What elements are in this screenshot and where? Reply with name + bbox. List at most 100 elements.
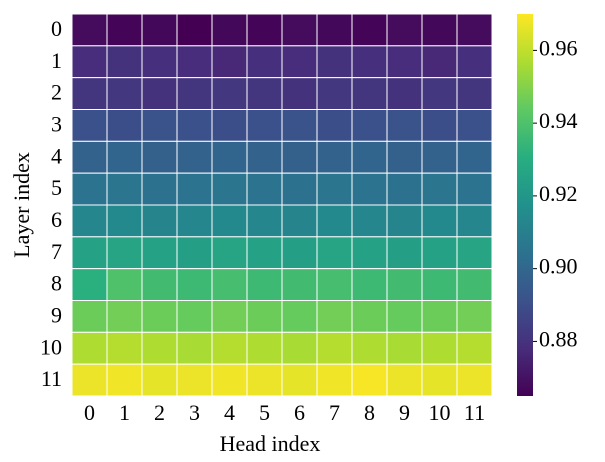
heatmap-cell xyxy=(246,236,283,270)
heatmap-cell xyxy=(456,268,493,301)
colorbar-tick-label: 0.92 xyxy=(539,181,578,206)
heatmap-cell xyxy=(281,300,318,333)
heatmap-cell xyxy=(386,268,423,301)
heatmap-cell xyxy=(421,236,458,270)
y-tick-label: 0 xyxy=(51,16,62,41)
heatmap-cell xyxy=(246,45,283,79)
heatmap-cell xyxy=(351,13,388,47)
heatmap-cell xyxy=(281,172,318,206)
heatmap-cell xyxy=(316,236,353,270)
x-tick-label: 6 xyxy=(294,400,305,425)
y-tick-label: 6 xyxy=(51,207,62,232)
heatmap-cell xyxy=(421,268,458,301)
y-tick-label: 9 xyxy=(51,302,62,327)
heatmap-cell xyxy=(141,45,178,79)
heatmap-cell xyxy=(246,204,283,238)
heatmap-cell xyxy=(456,204,493,238)
colorbar-tick-label: 0.94 xyxy=(539,108,578,133)
x-tick-label: 1 xyxy=(119,400,130,425)
heatmap-cell xyxy=(386,140,423,174)
heatmap-cell xyxy=(141,77,178,110)
heatmap-cell xyxy=(456,300,493,333)
heatmap-cell xyxy=(281,236,318,270)
heatmap-cell xyxy=(211,268,248,301)
heatmap-cell xyxy=(141,236,178,270)
heatmap-cell xyxy=(71,13,108,47)
x-tick-label: 5 xyxy=(259,400,270,425)
heatmap-cell xyxy=(316,45,353,79)
heatmap-cell xyxy=(351,204,388,238)
heatmap-cell xyxy=(421,140,458,174)
heatmap-cell xyxy=(141,363,178,397)
heatmap-cell xyxy=(71,45,108,79)
heatmap-cell xyxy=(421,204,458,238)
x-tick-label: 8 xyxy=(364,400,375,425)
heatmap-cell xyxy=(176,172,213,206)
heatmap-cell xyxy=(386,13,423,47)
heatmap-cell xyxy=(351,300,388,333)
heatmap-cell xyxy=(316,204,353,238)
heatmap-cell xyxy=(456,140,493,174)
heatmap-cell xyxy=(386,109,423,142)
y-tick-label: 2 xyxy=(51,80,62,105)
heatmap-cell xyxy=(246,300,283,333)
heatmap-cell xyxy=(421,331,458,365)
x-axis-label: Head index xyxy=(220,431,321,456)
heatmap-cell xyxy=(211,331,248,365)
heatmap-cell xyxy=(456,172,493,206)
heatmap-cell xyxy=(456,363,493,397)
heatmap-cell xyxy=(281,204,318,238)
heatmap-cell xyxy=(316,363,353,397)
heatmap-cell xyxy=(281,77,318,110)
heatmap-cell xyxy=(141,204,178,238)
heatmap-cell xyxy=(106,109,143,142)
heatmap-cell xyxy=(176,204,213,238)
heatmap-cell xyxy=(246,109,283,142)
heatmap-cell xyxy=(281,109,318,142)
colorbar-tick-label: 0.88 xyxy=(539,326,578,351)
heatmap-cell xyxy=(456,109,493,142)
heatmap-cell xyxy=(141,300,178,333)
colorbar xyxy=(517,14,533,396)
heatmap-cell xyxy=(106,236,143,270)
heatmap-cell xyxy=(106,204,143,238)
heatmap-cell xyxy=(106,45,143,79)
heatmap-cell xyxy=(71,236,108,270)
heatmap-cell xyxy=(211,13,248,47)
heatmap-cell xyxy=(316,172,353,206)
heatmap-cell xyxy=(246,172,283,206)
heatmap-cell xyxy=(71,363,108,397)
heatmap-cell xyxy=(176,268,213,301)
colorbar-tick-label: 0.96 xyxy=(539,35,578,60)
heatmap-cell xyxy=(386,172,423,206)
x-tick-label: 9 xyxy=(399,400,410,425)
heatmap-cell xyxy=(421,172,458,206)
x-tick-label: 2 xyxy=(154,400,165,425)
heatmap-cell xyxy=(176,300,213,333)
heatmap-cell xyxy=(141,140,178,174)
heatmap-cell xyxy=(106,268,143,301)
heatmap-cell xyxy=(106,172,143,206)
heatmap-cell xyxy=(211,204,248,238)
heatmap-cell xyxy=(141,109,178,142)
heatmap-cell xyxy=(211,45,248,79)
heatmap-cell xyxy=(351,363,388,397)
heatmap-cell xyxy=(176,331,213,365)
heatmap-cell xyxy=(351,172,388,206)
heatmap-cell xyxy=(211,77,248,110)
heatmap-cell xyxy=(246,268,283,301)
x-tick-label: 11 xyxy=(464,400,485,425)
y-tick-label: 8 xyxy=(51,271,62,296)
heatmap-cell xyxy=(456,13,493,47)
heatmap-cell xyxy=(176,109,213,142)
heatmap-cell xyxy=(141,172,178,206)
heatmap-cell xyxy=(211,236,248,270)
heatmap-cell xyxy=(211,172,248,206)
heatmap-cell xyxy=(351,236,388,270)
x-tick-label: 0 xyxy=(84,400,95,425)
heatmap-cell xyxy=(386,45,423,79)
colorbar-tick-label: 0.90 xyxy=(539,254,578,279)
heatmap-cell xyxy=(211,140,248,174)
heatmap-cell xyxy=(176,140,213,174)
heatmap-cell xyxy=(71,268,108,301)
